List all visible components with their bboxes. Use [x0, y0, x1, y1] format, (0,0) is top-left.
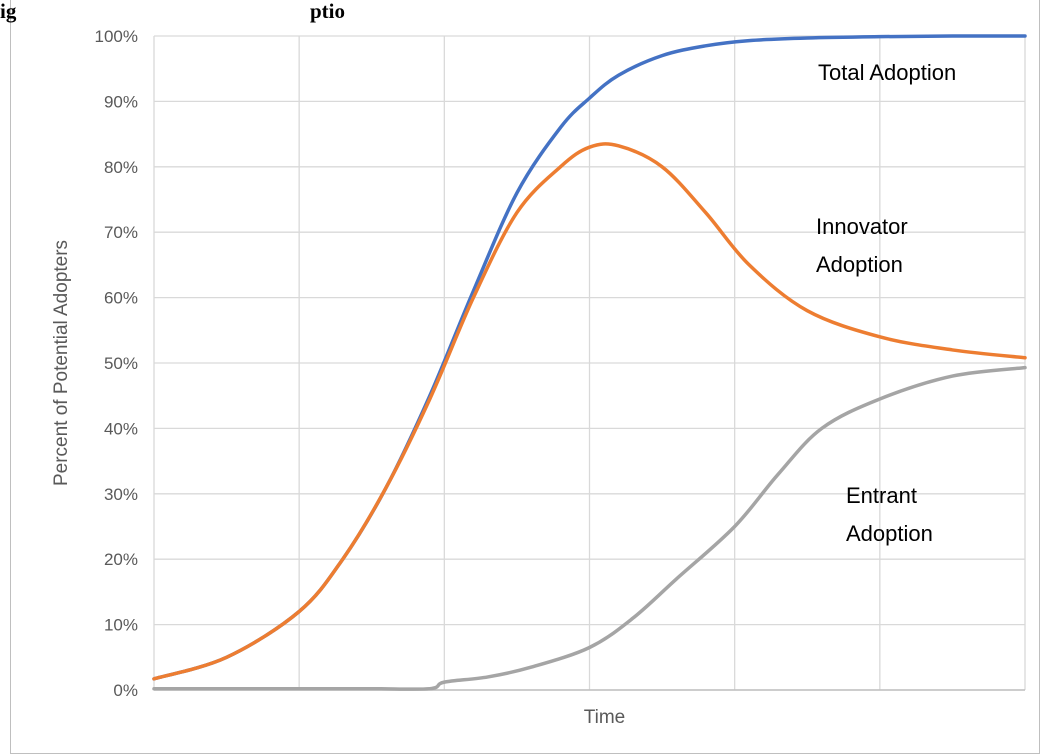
y-tick-label: 100%: [95, 27, 138, 46]
y-tick-label: 90%: [104, 92, 138, 111]
y-tick-label: 0%: [113, 681, 138, 700]
y-tick-label: 50%: [104, 354, 138, 373]
innovator-adoption-annotation: Adoption: [816, 252, 903, 277]
innovator-adoption-line: [152, 142, 1027, 681]
y-axis-ticks: 0% 10% 20% 30% 40% 50% 60% 70% 80% 90% 100%: [95, 27, 138, 700]
figure-heading-fragment: ptio: [310, 0, 345, 23]
figure-heading: ig: [0, 0, 17, 23]
y-tick-label: 40%: [104, 419, 138, 438]
innovator-adoption-annotation: Innovator: [816, 214, 908, 239]
entrant-adoption-annotation: Adoption: [846, 521, 933, 546]
chart-frame: [10, 0, 1040, 754]
y-tick-label: 60%: [104, 289, 138, 308]
x-axis-label: Time: [584, 707, 626, 728]
series-lines: [152, 34, 1027, 691]
series-annotations: Total Adoption Innovator Adoption Entrant Ad…: [816, 60, 956, 546]
y-axis-label: Percent of Potential Adopters: [51, 240, 72, 486]
y-tick-label: 10%: [104, 616, 138, 635]
entrant-adoption-line: [152, 365, 1027, 691]
y-tick-label: 80%: [104, 158, 138, 177]
entrant-adoption-annotation: Entrant: [846, 483, 917, 508]
total-adoption-annotation: Total Adoption: [818, 60, 956, 85]
gridlines: [153, 35, 1026, 691]
y-tick-label: 20%: [104, 550, 138, 569]
y-tick-label: 70%: [104, 223, 138, 242]
y-tick-label: 30%: [104, 485, 138, 504]
